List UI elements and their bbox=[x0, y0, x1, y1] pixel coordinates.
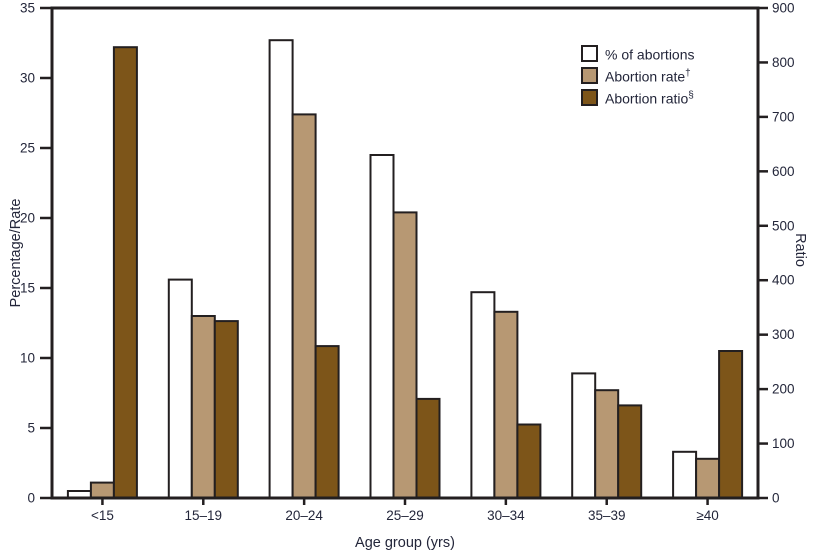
left-tick-label: 20 bbox=[20, 211, 35, 226]
legend-swatch-pct-of-abortions bbox=[581, 45, 598, 62]
x-category-label: 30–34 bbox=[487, 508, 525, 523]
right-tick-label: 200 bbox=[772, 382, 795, 397]
x-category-label: 20–24 bbox=[285, 508, 323, 523]
bar-abortion-ratio-3 bbox=[415, 397, 441, 499]
bar-abortion-ratio-4 bbox=[516, 423, 542, 499]
bar-abortion-ratio-6 bbox=[718, 350, 744, 499]
left-tick-label: 30 bbox=[20, 71, 35, 86]
right-tick-label: 400 bbox=[772, 273, 795, 288]
x-category-label: 25–29 bbox=[386, 508, 424, 523]
left-tick-label: 15 bbox=[20, 281, 35, 296]
bar--of-abortions-4 bbox=[470, 291, 496, 500]
left-tick-label: 35 bbox=[20, 1, 35, 16]
bar-abortion-rate-0 bbox=[89, 481, 115, 500]
right-tick-label: 300 bbox=[772, 327, 795, 342]
legend-label: Abortion rate† bbox=[605, 68, 691, 85]
x-category-label: 15–19 bbox=[185, 508, 223, 523]
right-tick-label: 0 bbox=[772, 491, 780, 506]
bar-abortion-rate-5 bbox=[594, 389, 620, 500]
left-axis-title: Percentage/Rate bbox=[8, 198, 24, 308]
bar--of-abortions-1 bbox=[167, 278, 193, 499]
x-axis-title: Age group (yrs) bbox=[355, 535, 455, 551]
legend-item-abortion-ratio: Abortion ratio§ bbox=[581, 89, 695, 107]
legend-label: Abortion ratio§ bbox=[605, 90, 694, 107]
bar-abortion-rate-2 bbox=[291, 113, 317, 500]
bar--of-abortions-2 bbox=[268, 39, 294, 499]
x-category-label: 35–39 bbox=[588, 508, 626, 523]
bar--of-abortions-6 bbox=[672, 450, 698, 499]
legend-label: % of abortions bbox=[605, 46, 695, 63]
bar--of-abortions-5 bbox=[571, 372, 597, 499]
bar-abortion-rate-4 bbox=[493, 310, 519, 499]
bar-abortion-ratio-1 bbox=[213, 320, 239, 499]
right-tick-label: 800 bbox=[772, 55, 795, 70]
bar-abortion-rate-6 bbox=[695, 457, 721, 499]
bar-abortion-ratio-0 bbox=[112, 46, 138, 499]
right-tick-label: 700 bbox=[772, 109, 795, 124]
bar--of-abortions-3 bbox=[369, 154, 395, 499]
right-tick-label: 900 bbox=[772, 1, 795, 16]
bar-abortion-ratio-2 bbox=[314, 345, 340, 499]
bar-abortion-rate-1 bbox=[190, 315, 216, 499]
legend-item-abortion-rate: Abortion rate† bbox=[581, 67, 695, 85]
right-tick-label: 600 bbox=[772, 164, 795, 179]
right-tick-label: 500 bbox=[772, 218, 795, 233]
chart-legend: % of abortions Abortion rate† Abortion r… bbox=[581, 45, 695, 111]
legend-swatch-abortion-ratio bbox=[581, 89, 598, 106]
right-axis-title: Ratio bbox=[792, 233, 808, 267]
left-tick-label: 5 bbox=[27, 421, 35, 436]
x-category-label: ≥40 bbox=[696, 508, 718, 523]
x-category-label: <15 bbox=[91, 508, 114, 523]
left-tick-label: 10 bbox=[20, 351, 35, 366]
bar-abortion-ratio-5 bbox=[617, 404, 643, 499]
legend-item-pct-of-abortions: % of abortions bbox=[581, 45, 695, 63]
legend-swatch-abortion-rate bbox=[581, 67, 598, 84]
right-tick-label: 100 bbox=[772, 436, 795, 451]
bar-abortion-rate-3 bbox=[392, 211, 418, 499]
left-tick-label: 25 bbox=[20, 141, 35, 156]
left-tick-label: 0 bbox=[27, 491, 35, 506]
